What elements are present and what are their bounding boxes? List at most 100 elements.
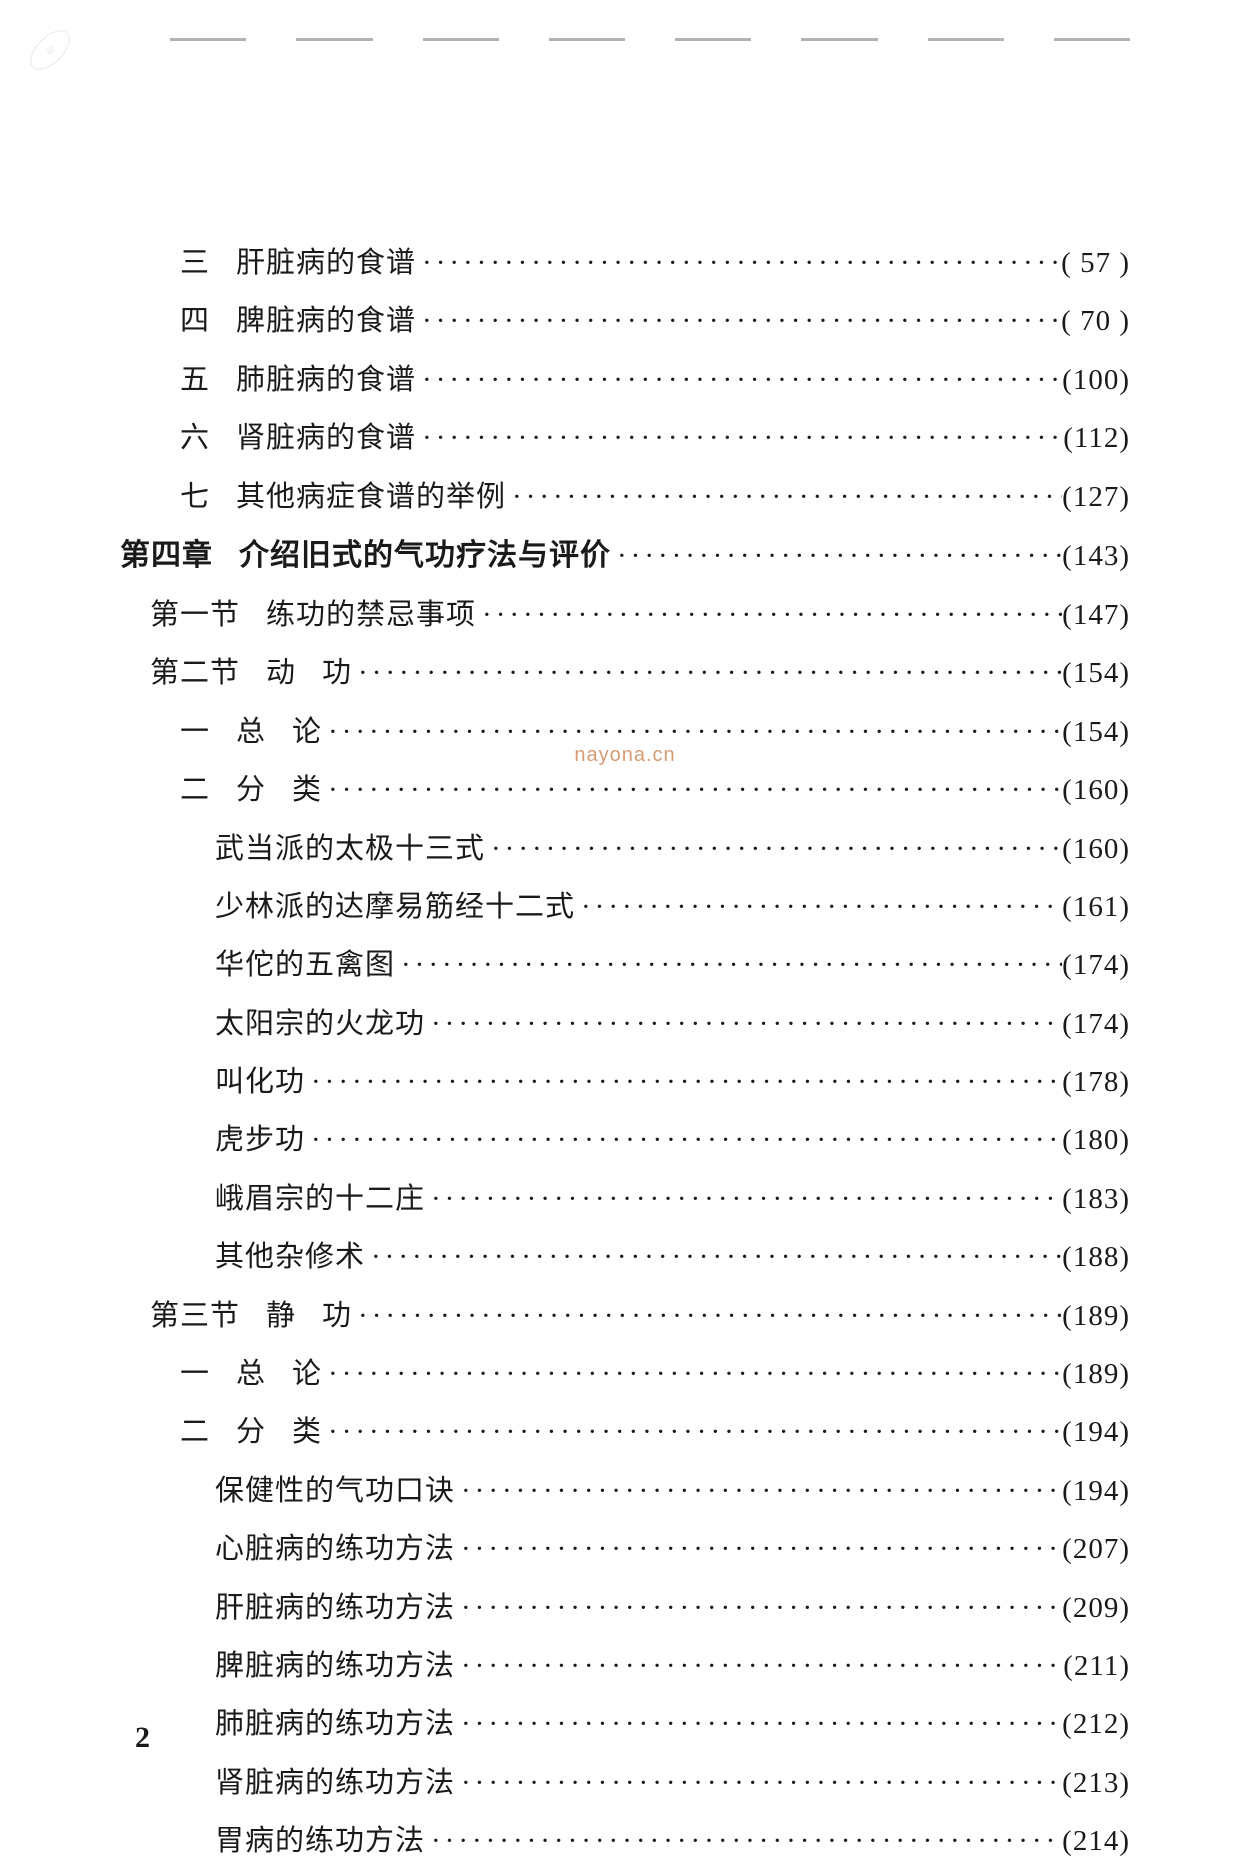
toc-entry-number: 二 <box>180 1409 210 1455</box>
toc-entry-label: 肺脏病的练功方法 <box>215 1701 455 1747</box>
toc-leader-dots <box>365 1234 1062 1280</box>
toc-leader-dots <box>455 1526 1062 1572</box>
toc-entry: 峨眉宗的十二庄 (183) <box>120 1176 1130 1222</box>
toc-entry: 第二节动功(154) <box>120 650 1130 696</box>
toc-leader-dots <box>455 1585 1062 1631</box>
toc-entry-label: 武当派的太极十三式 <box>215 826 485 872</box>
toc-entry: 第三节静功(189) <box>120 1293 1130 1339</box>
toc-entry: 叫化功 (178) <box>120 1059 1130 1105</box>
toc-leader-dots <box>305 1059 1062 1105</box>
toc-entry: 三肝脏病的食谱 ( 57 ) <box>120 240 1130 286</box>
toc-entry-label: 少林派的达摩易筋经十二式 <box>215 884 575 930</box>
toc-entry-page: (178) <box>1062 1059 1130 1105</box>
toc-entry-label: 七其他病症食谱的举例 <box>180 474 506 520</box>
toc-entry-title: 练功的禁忌事项 <box>266 592 476 638</box>
toc-entry-title: 华佗的五禽图 <box>215 942 395 988</box>
toc-entry-page: ( 57 ) <box>1061 240 1130 286</box>
toc-entry-title: 脾脏病的食谱 <box>236 298 416 344</box>
toc-entry: 一总论(189) <box>120 1351 1130 1397</box>
toc-entry: 心脏病的练功方法(207) <box>120 1526 1130 1572</box>
toc-entry-title-b: 功 <box>322 650 352 696</box>
toc-entry-number: 七 <box>180 474 210 520</box>
toc-leader-dots <box>455 1701 1062 1747</box>
toc-entry-title-a: 总 <box>236 1351 266 1397</box>
toc-entry-title: 武当派的太极十三式 <box>215 826 485 872</box>
toc-entry: 肝脏病的练功方法 (209) <box>120 1585 1130 1631</box>
toc-entry: 其他杂修术(188) <box>120 1234 1130 1280</box>
toc-entry: 四脾脏病的食谱 ( 70 ) <box>120 298 1130 344</box>
toc-leader-dots <box>416 240 1061 286</box>
toc-entry-title: 肝脏病的练功方法 <box>215 1585 455 1631</box>
toc-leader-dots <box>352 1293 1062 1339</box>
toc-entry-title: 介绍旧式的气功疗法与评价 <box>239 532 611 580</box>
toc-leader-dots <box>455 1468 1062 1514</box>
toc-entry-title: 其他病症食谱的举例 <box>236 474 506 520</box>
toc-entry-page: (143) <box>1062 533 1130 579</box>
toc-entry-title: 肺脏病的食谱 <box>236 357 416 403</box>
toc-entry-label: 太阳宗的火龙功 <box>215 1001 425 1047</box>
toc-entry-label: 一总论 <box>180 709 322 755</box>
corner-stamp-icon: 印 <box>10 10 90 90</box>
toc-entry-title-a: 分 <box>236 767 266 813</box>
toc-entry-number: 五 <box>180 357 210 403</box>
toc-entry-title: 胃病的练功方法 <box>215 1818 425 1864</box>
toc-leader-dots <box>425 1176 1062 1222</box>
toc-leader-dots <box>476 592 1062 638</box>
toc-leader-dots <box>416 415 1063 461</box>
toc-entry-number: 四 <box>180 298 210 344</box>
toc-leader-dots <box>416 357 1062 403</box>
toc-leader-dots <box>322 1351 1062 1397</box>
toc-leader-dots <box>322 767 1062 813</box>
toc-entry-page: (112) <box>1063 415 1130 461</box>
toc-entry: 第四章介绍旧式的气功疗法与评价 (143) <box>120 532 1130 580</box>
toc-entry-number: 第二节 <box>150 650 240 696</box>
toc-entry-page: (189) <box>1062 1351 1130 1397</box>
toc-entry-page: (154) <box>1062 650 1130 696</box>
page-number: 2 <box>135 1721 150 1755</box>
toc-entry-number: 第一节 <box>150 592 240 638</box>
toc-entry: 胃病的练功方法 (214) <box>120 1818 1130 1864</box>
toc-entry-title: 其他杂修术 <box>215 1234 365 1280</box>
toc-leader-dots <box>611 533 1062 579</box>
toc-entry: 少林派的达摩易筋经十二式(161) <box>120 884 1130 930</box>
toc-entry-page: (100) <box>1062 357 1130 403</box>
toc-leader-dots <box>395 942 1062 988</box>
toc-entry-page: (183) <box>1062 1176 1130 1222</box>
toc-entry: 虎步功(180) <box>120 1117 1130 1163</box>
toc-entry-title-b: 类 <box>292 1409 322 1455</box>
toc-entry-page: ( 70 ) <box>1061 298 1130 344</box>
toc-entry-label: 保健性的气功口诀 <box>215 1468 455 1514</box>
toc-entry-title: 太阳宗的火龙功 <box>215 1001 425 1047</box>
toc-leader-dots <box>575 884 1062 930</box>
toc-entry-title: 保健性的气功口诀 <box>215 1468 455 1514</box>
toc-entry-label: 二分类 <box>180 1409 322 1455</box>
toc-entry: 武当派的太极十三式(160) <box>120 826 1130 872</box>
toc-entry: 华佗的五禽图 (174) <box>120 942 1130 988</box>
toc-entry-number: 六 <box>180 415 210 461</box>
toc-entry-number: 一 <box>180 1351 210 1397</box>
toc-leader-dots <box>485 826 1062 872</box>
toc-entry-label: 华佗的五禽图 <box>215 942 395 988</box>
toc-entry-page: (174) <box>1062 942 1130 988</box>
toc-entry-page: (213) <box>1062 1760 1130 1806</box>
toc-entry-page: (211) <box>1063 1643 1130 1689</box>
toc-entry-title-a: 分 <box>236 1409 266 1455</box>
toc-entry-page: (127) <box>1062 474 1130 520</box>
toc-entry: 脾脏病的练功方法(211) <box>120 1643 1130 1689</box>
toc-entry-number: 第四章 <box>120 532 213 580</box>
table-of-contents: 三肝脏病的食谱( 57 )四脾脏病的食谱( 70 )五肺脏病的食谱(100)六肾… <box>120 240 1130 1865</box>
toc-leader-dots <box>455 1643 1063 1689</box>
toc-entry-title: 峨眉宗的十二庄 <box>215 1176 425 1222</box>
toc-entry-number: 第三节 <box>150 1293 240 1339</box>
toc-entry-title: 虎步功 <box>215 1117 305 1163</box>
toc-entry-number: 一 <box>180 709 210 755</box>
toc-entry-page: (214) <box>1062 1818 1130 1864</box>
toc-entry-page: (212) <box>1062 1701 1130 1747</box>
toc-entry-title: 心脏病的练功方法 <box>215 1526 455 1572</box>
toc-leader-dots <box>305 1117 1062 1163</box>
toc-entry-label: 三肝脏病的食谱 <box>180 240 416 286</box>
toc-entry-label: 心脏病的练功方法 <box>215 1526 455 1572</box>
toc-entry-page: (209) <box>1062 1585 1130 1631</box>
toc-entry-title: 叫化功 <box>215 1059 305 1105</box>
toc-entry-label: 第三节静功 <box>150 1293 352 1339</box>
